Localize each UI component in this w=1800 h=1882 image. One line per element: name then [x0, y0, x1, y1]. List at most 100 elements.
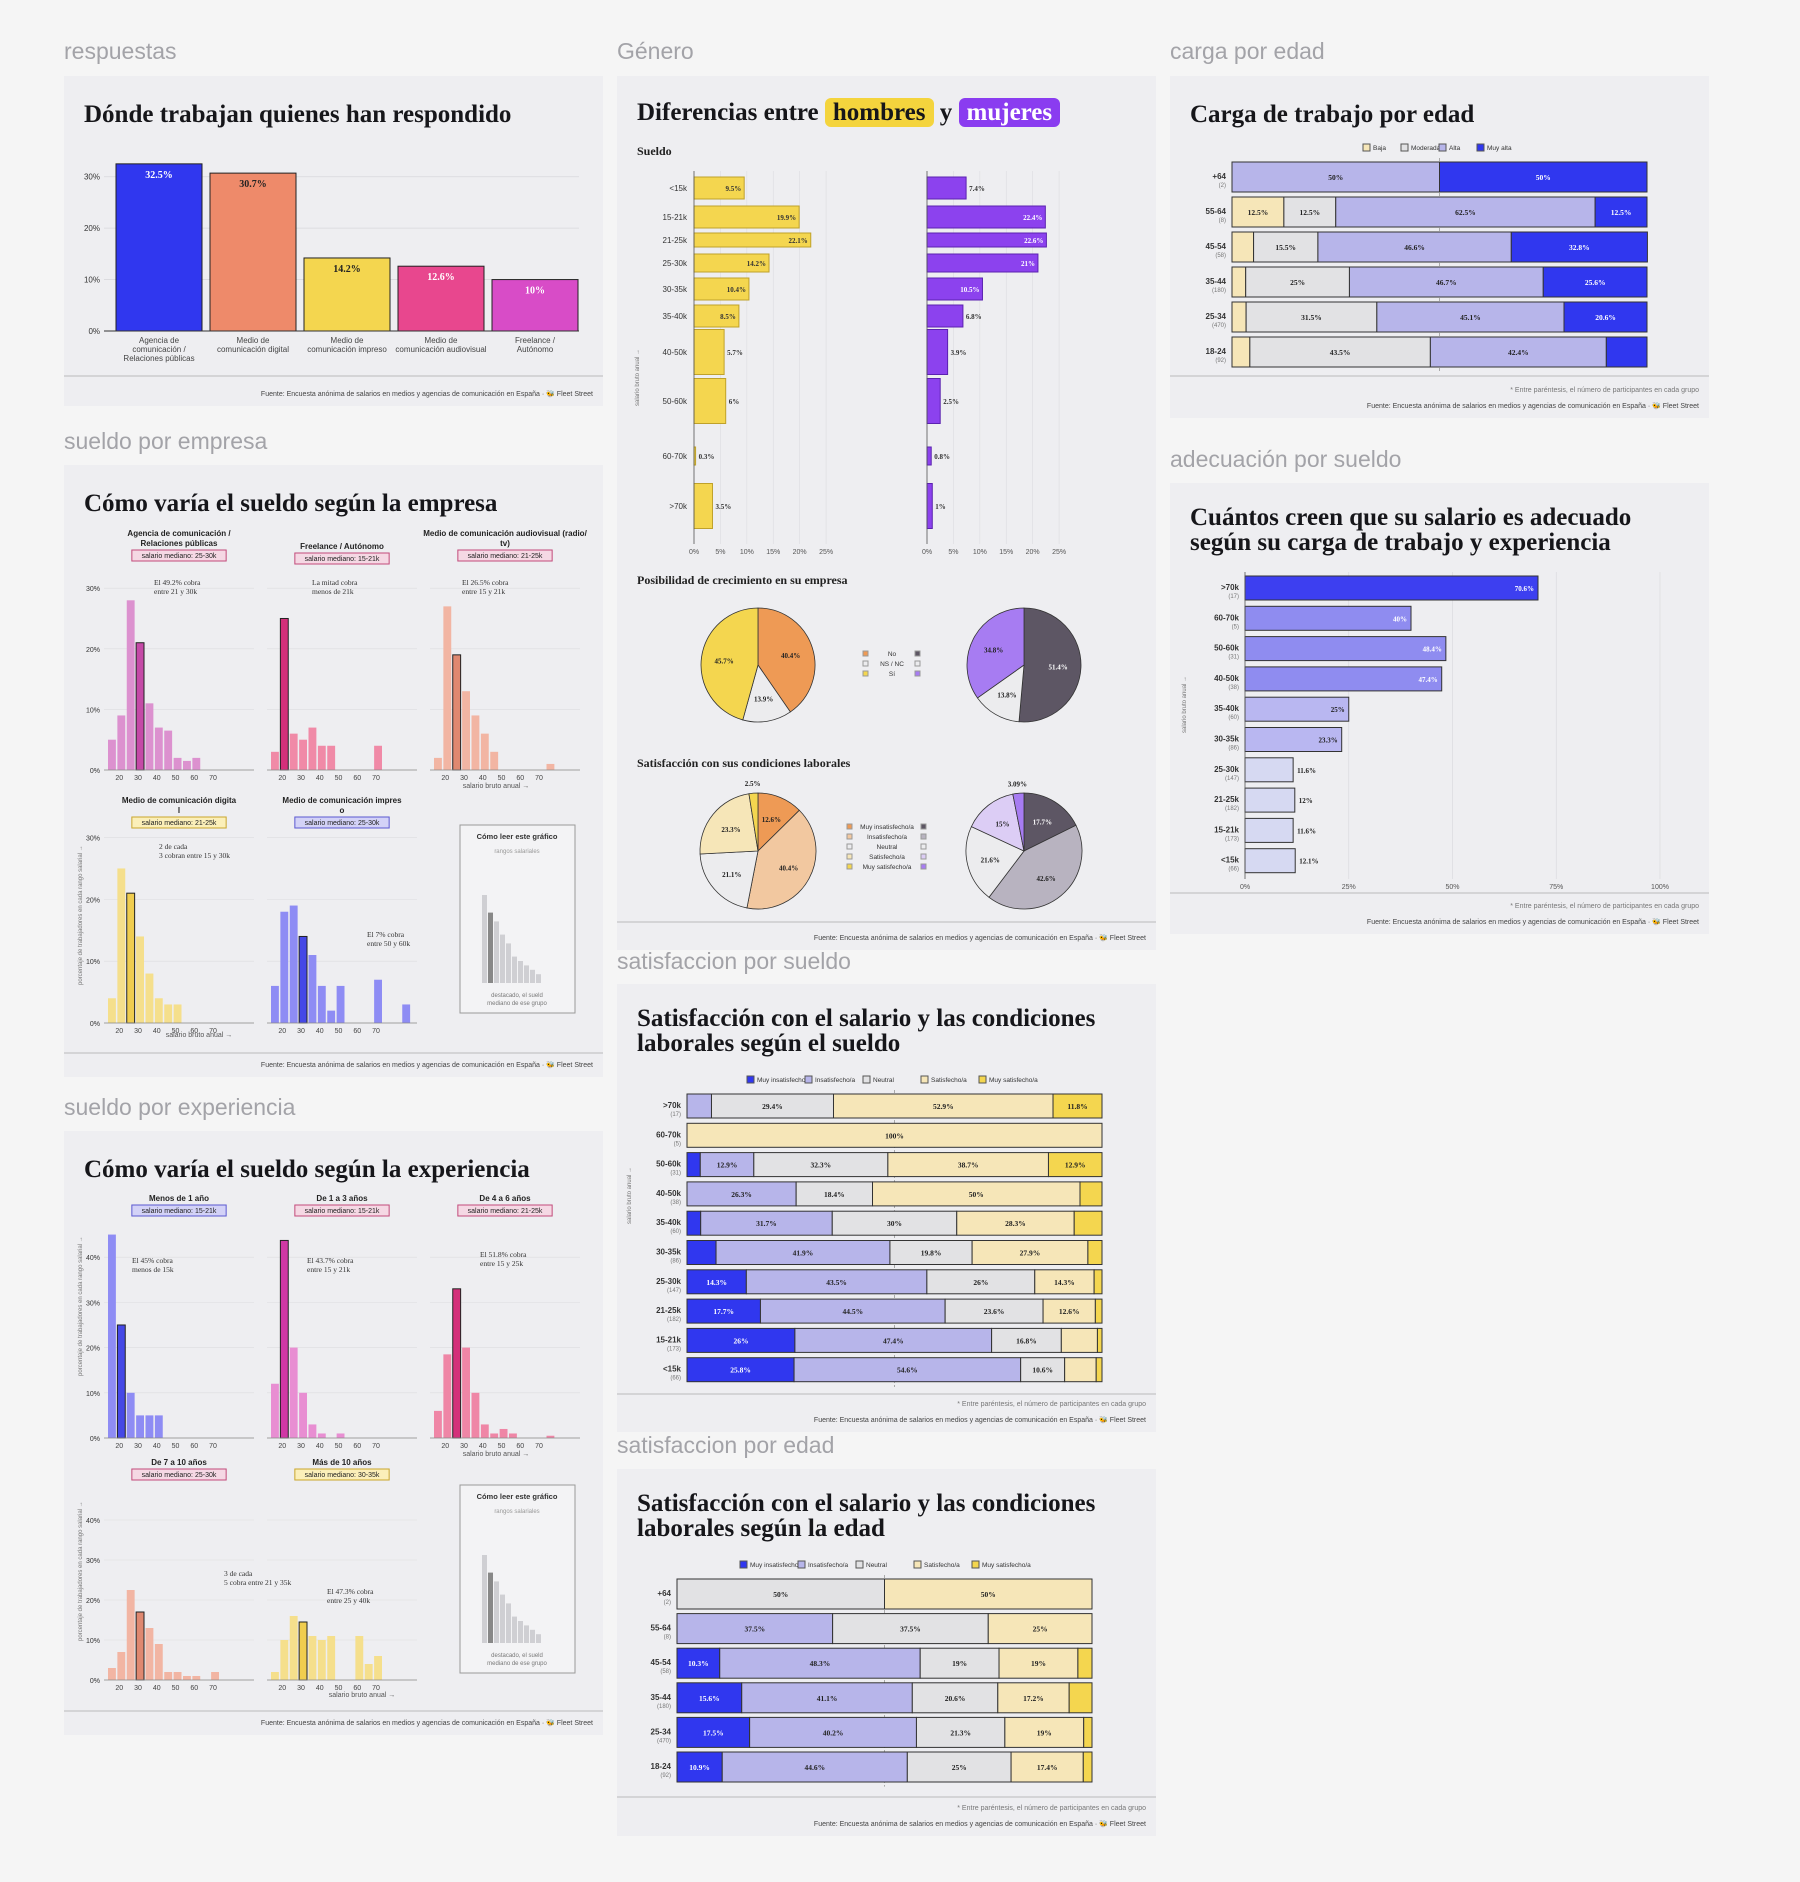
label-carga-edad: carga por edad — [1170, 38, 1325, 64]
histogram-bar — [154, 1415, 163, 1438]
segment-label: 25.6% — [1585, 278, 1606, 287]
median-pill-text: salario mediano: 25-30k — [142, 553, 217, 560]
stacked-segment — [1087, 1240, 1103, 1265]
how-to-title: Cómo leer este gráfico — [477, 1492, 558, 1501]
bar — [1244, 575, 1539, 601]
bar — [1244, 636, 1447, 662]
row-count: (38) — [670, 1200, 681, 1206]
legend-swatch — [797, 1560, 806, 1569]
annotation: menos de 15k — [132, 1265, 174, 1274]
x-tick-label: 20% — [1026, 549, 1040, 556]
histogram-bar — [280, 911, 289, 1023]
y-tick-label: 40% — [86, 1518, 100, 1525]
row-label: 18-24 — [1206, 347, 1227, 356]
how-to-bar — [500, 1594, 505, 1643]
row-label: 35-40k — [656, 1218, 681, 1227]
segment-label: 28.3% — [1005, 1219, 1026, 1228]
stacked-segment — [795, 1181, 874, 1207]
segment-label: 17.2% — [1023, 1694, 1044, 1703]
data-label: 30.7% — [239, 179, 267, 190]
histogram-bar — [279, 617, 289, 771]
y-tick-label: 25-30k — [663, 259, 688, 268]
stacked-segment — [1096, 1327, 1103, 1353]
histogram-bar — [164, 1672, 173, 1680]
segment-label: 18.4% — [824, 1190, 845, 1199]
segment-label: 48.3% — [810, 1659, 831, 1668]
legend-label: Satisfecho/a — [931, 1077, 967, 1084]
chart-genero: <15k 15-21k 21-25k 25-30k 30-35k 35-40k 40-50k… — [617, 171, 1156, 923]
chart-title: Cómo varía el sueldo según la experienci… — [84, 1156, 530, 1183]
x-tick-label: 10% — [973, 549, 987, 556]
row-label: 50-60k — [1214, 644, 1239, 653]
data-label: 0.3% — [699, 453, 715, 461]
pie-slice-hombres — [700, 607, 759, 721]
how-to-label: destacado, el sueld — [491, 1653, 543, 1659]
median-pill — [131, 816, 227, 829]
y-tick-label: 40% — [86, 1255, 100, 1262]
y-tick-label: 50-60k — [663, 397, 688, 406]
row-label: 21-25k — [1214, 795, 1239, 804]
data-label: 11.6% — [1297, 827, 1316, 835]
segment-label: 50% — [1536, 173, 1551, 182]
chart-source: Fuente: Encuesta anónima de salarios en … — [260, 1720, 593, 1727]
stacked-segment — [1052, 1093, 1103, 1119]
stacked-segment — [915, 1716, 1006, 1748]
panel-title: Más de 10 años — [312, 1458, 372, 1467]
x-tick-label: 40 — [479, 1443, 487, 1450]
y-tick-label: 20% — [84, 224, 100, 233]
segment-label: 25% — [1033, 1625, 1048, 1634]
histogram-bar — [164, 730, 173, 770]
x-tick-label: 30 — [134, 775, 142, 782]
segment-label: 25.8% — [730, 1366, 751, 1375]
y-tick-label: 10% — [86, 1638, 100, 1645]
histogram-bar — [374, 979, 382, 1023]
x-tick-label: 5% — [948, 549, 958, 556]
histogram-bar — [271, 1672, 279, 1680]
how-to-bar — [506, 1603, 511, 1643]
x-tick-label: Autónomo — [517, 345, 554, 354]
row-count: (86) — [1228, 746, 1239, 752]
y-tick-label: >70k — [669, 502, 688, 511]
x-tick-label: 40 — [153, 1685, 161, 1692]
segment-label: 38.7% — [958, 1161, 979, 1170]
slice-label: 23.3% — [721, 826, 740, 834]
stacked-segment — [1231, 196, 1285, 228]
histogram-bar — [317, 1433, 326, 1438]
bar-mujeres — [926, 483, 933, 529]
legend-label: No — [888, 651, 897, 658]
stacked-segment — [884, 1578, 1093, 1610]
histogram-bar — [374, 1656, 382, 1680]
how-to-bar — [530, 1629, 535, 1643]
how-to-label: mediano de ese grupo — [487, 1001, 547, 1007]
x-tick-label: 20 — [278, 1685, 286, 1692]
x-tick-label: 50 — [335, 775, 343, 782]
segment-label: 46.6% — [1404, 243, 1425, 252]
stacked-segment — [1094, 1298, 1103, 1324]
segment-label: 10.9% — [689, 1763, 710, 1772]
stacked-segment — [1060, 1327, 1098, 1353]
x-tick-label: Relaciones públicas — [123, 354, 194, 363]
histogram-bar — [136, 1415, 144, 1438]
y-tick-label: 0% — [90, 1678, 100, 1685]
median-pill-text: salario mediano: 30-35k — [305, 1472, 380, 1479]
chart-source: Fuente: Encuesta anónima de salarios en … — [260, 1062, 593, 1069]
x-tick-label: comunicación digital — [217, 345, 289, 354]
x-tick-label: 70 — [372, 1685, 380, 1692]
histogram-bar — [308, 1636, 317, 1680]
row-label: >70k — [1221, 583, 1240, 592]
segment-label: 29.4% — [762, 1102, 783, 1111]
legend-swatch — [971, 1560, 980, 1569]
histogram-bar — [364, 1664, 373, 1680]
how-to-bar — [482, 1555, 487, 1643]
how-to-label: rangos salariales — [494, 1509, 539, 1515]
segment-label: 11.8% — [1067, 1102, 1087, 1111]
histogram-bar — [126, 892, 136, 1024]
histogram-bar — [308, 1424, 317, 1438]
histogram-bar — [327, 1010, 336, 1023]
histogram-bar — [317, 985, 326, 1023]
row-label: 21-25k — [656, 1306, 681, 1315]
stacked-segment — [1231, 266, 1247, 298]
slice-label: 34.8% — [984, 646, 1003, 654]
legend-swatch — [855, 1560, 864, 1569]
histogram-bar — [336, 985, 345, 1023]
